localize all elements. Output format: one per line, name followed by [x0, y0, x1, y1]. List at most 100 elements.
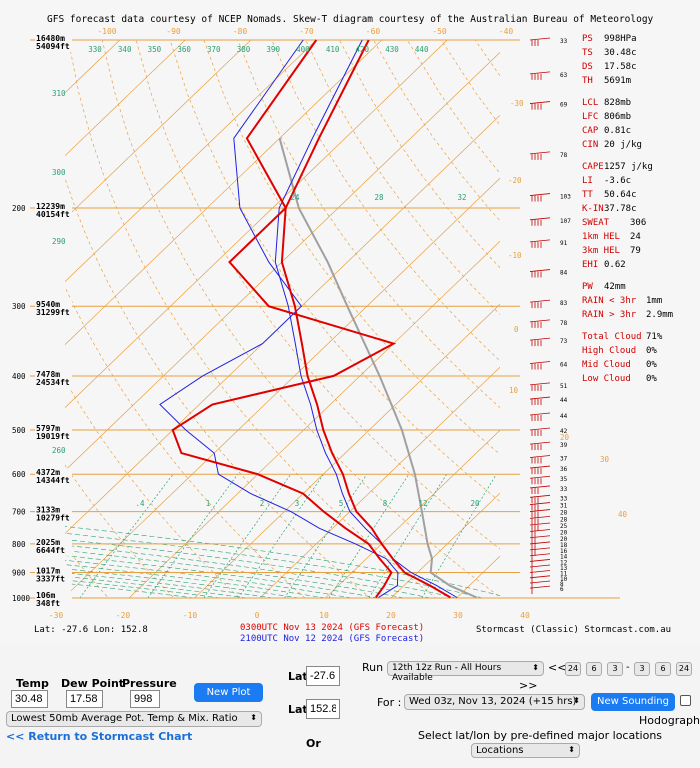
step-back-24-button[interactable]: 24 [565, 662, 581, 676]
wind-barb: 20 [529, 535, 568, 544]
index-value: 0% [646, 374, 657, 384]
step-fwd-3-button[interactable]: 3 [634, 662, 650, 676]
wind-barb-speed: 13 [560, 565, 568, 572]
index-key: PS [582, 34, 593, 44]
index-key: LCL [582, 98, 598, 108]
index-key: TH [582, 76, 593, 86]
mixing-ratio-line [203, 473, 292, 598]
wind-barb: 11 [529, 570, 568, 579]
lon-label: Lat [288, 703, 308, 716]
dewpoint-line-2100utc [159, 39, 399, 598]
bottom-temperature-tick: -10 [183, 611, 198, 620]
mixing-ratio-label: .4 [135, 499, 145, 508]
lon-input[interactable] [306, 699, 340, 719]
step-fwd-24-button[interactable]: 24 [676, 662, 692, 676]
isotherm-line [390, 492, 500, 598]
height-label-m: 5797m [36, 424, 60, 433]
for-select[interactable]: Wed 03z, Nov 13, 2024 (+15 hrs) ⬍ [404, 694, 585, 710]
new-plot-button[interactable]: New Plot [194, 683, 263, 702]
lat-input[interactable] [306, 666, 340, 686]
wind-barb: 12 [529, 559, 568, 568]
moist-adiabat [65, 583, 195, 598]
wind-barb-staff [529, 515, 551, 519]
temp-input[interactable] [11, 690, 48, 708]
isotherm-line [65, 51, 500, 472]
index-key: Total Cloud [582, 332, 642, 342]
predefined-locations-label: Select lat/lon by pre-defined major loca… [418, 729, 663, 742]
lowest-layer-select[interactable]: Lowest 50mb Average Pot. Temp & Mix. Rat… [6, 711, 262, 727]
wind-barb-speed: 84 [560, 270, 568, 277]
mixing-ratio-label: 12 [418, 499, 427, 508]
height-label-ft: 40154ft [36, 210, 70, 219]
wind-barb-speed: 18 [560, 542, 568, 549]
top-temperature-tick: -60 [366, 27, 381, 36]
locations-select[interactable]: Locations ⬍ [471, 743, 580, 758]
hodograph-checkbox[interactable] [680, 695, 691, 706]
hodograph-label: Hodograph [639, 714, 700, 727]
wind-barb: 20 [529, 529, 568, 538]
wind-barb-speed: 14 [560, 554, 568, 561]
step-fwd-6-button[interactable]: 6 [655, 662, 671, 676]
pressure-axis-label: 400 [12, 372, 26, 381]
wind-barb: 64 [529, 361, 568, 370]
wind-barb-staff [529, 71, 551, 75]
right-temperature-label: 30 [600, 455, 610, 464]
right-temperature-label: -10 [508, 251, 522, 260]
isotherm-line [128, 240, 500, 598]
theta-label: 380 [237, 45, 251, 54]
index-value: 306 [630, 218, 646, 228]
prev-run-link[interactable]: << [548, 661, 567, 674]
wind-barb: 33 [529, 37, 568, 46]
wind-barb: 25 [529, 522, 568, 532]
wind-barb-staff [529, 299, 551, 303]
wind-barb: 84 [529, 269, 568, 278]
wind-barb-speed: 51 [560, 383, 568, 390]
wind-barb: 37 [529, 455, 568, 464]
index-value: 5691m [604, 76, 631, 86]
height-label-m: 1017m [36, 566, 60, 575]
next-run-link[interactable]: >> [519, 679, 538, 692]
wind-barb: 107 [529, 217, 571, 226]
height-label-bg [35, 424, 72, 443]
isotherm-line [65, 40, 186, 157]
mixing-ratio-label: 2 [260, 499, 265, 508]
wind-barb: 33 [529, 494, 568, 504]
dewpoint-input[interactable] [66, 690, 103, 708]
step-back-6-button[interactable]: 6 [586, 662, 602, 676]
new-sounding-button[interactable]: New Sounding [591, 693, 675, 711]
isotherm-line [324, 429, 500, 598]
return-stormcast-link[interactable]: << Return to Stormcast Chart [6, 730, 193, 743]
wind-barb-staff [529, 151, 551, 155]
temperature-line-2100utc [274, 39, 458, 598]
wind-barb-speed: 73 [560, 338, 568, 345]
index-key: CAP [582, 126, 599, 136]
pressure-input[interactable] [130, 690, 160, 708]
index-key: RAIN < 3hr [582, 296, 637, 306]
wind-barb-staff [529, 427, 551, 431]
wind-barb: 42 [529, 427, 568, 437]
wind-barb: 91 [529, 239, 568, 248]
right-temperature-label: 40 [618, 510, 628, 519]
pressure-axis-label: 200 [12, 204, 26, 213]
isotherm-line [0, 40, 54, 610]
height-label-m: 4372m [36, 468, 60, 477]
theta-label: 330 [88, 45, 102, 54]
height-label-ft: 31299ft [36, 308, 70, 317]
right-temperature-label: 0 [514, 325, 519, 334]
step-back-3-button[interactable]: 3 [607, 662, 623, 676]
height-label-bg [35, 300, 72, 319]
lat-lon-label: Lat: -27.6 Lon: 152.8 [34, 625, 148, 635]
wind-barb-speed: 16 [560, 548, 568, 555]
isotherm-line [65, 40, 121, 94]
wind-barb: 28 [529, 515, 568, 525]
run-select[interactable]: 12th 12z Run - All Hours Available ⬍ [387, 661, 544, 683]
index-key: TS [582, 48, 593, 58]
index-key: SWEAT [582, 218, 610, 228]
height-label-bg [35, 590, 72, 609]
right-temperature-label: 20 [560, 433, 570, 442]
index-value: 30.48c [604, 48, 637, 58]
dry-adiabat [305, 40, 500, 315]
theta-label: 430 [385, 45, 399, 54]
wind-barb-staff [529, 535, 551, 539]
mixing-ratio-label: 5 [339, 499, 344, 508]
